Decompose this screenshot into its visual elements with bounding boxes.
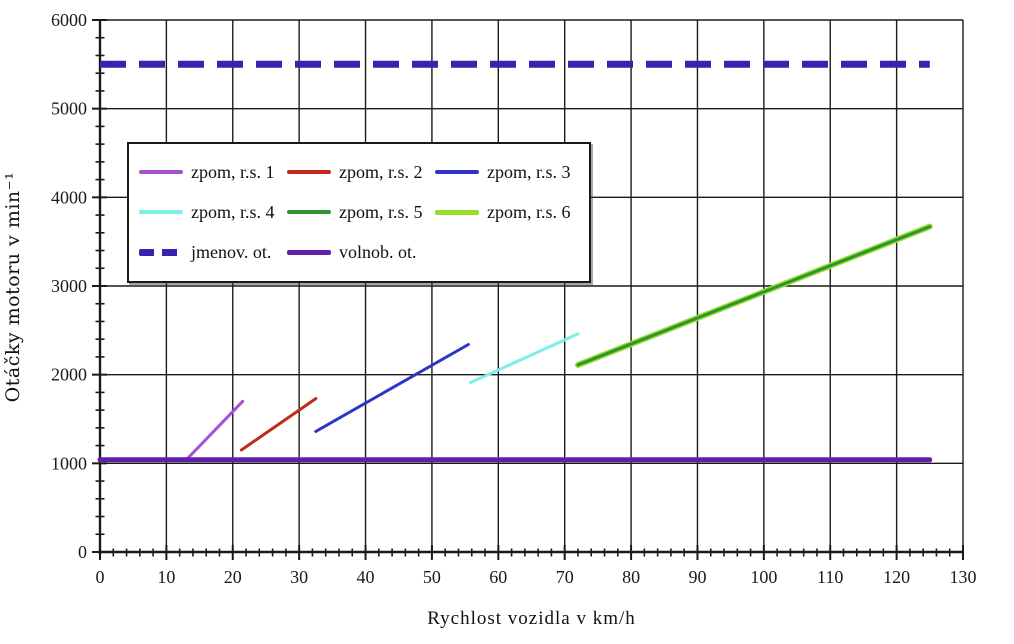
- x-axis-title: Rychlost vozidla v km/h: [427, 608, 636, 629]
- x-tick-label: 110: [817, 567, 843, 587]
- x-tick-label: 10: [157, 567, 175, 587]
- legend-item: zpom, r.s. 2: [287, 152, 435, 192]
- legend-label: jmenov. ot.: [191, 242, 272, 263]
- x-tick-label: 40: [357, 567, 375, 587]
- legend-swatch-line: [287, 210, 331, 215]
- legend-label: zpom, r.s. 6: [487, 201, 571, 222]
- y-tick-label: 5000: [51, 99, 87, 119]
- legend-swatch-line: [287, 170, 331, 175]
- y-tick-label: 2000: [51, 365, 87, 385]
- legend-swatch-line: [435, 170, 479, 175]
- y-axis-title: Otáčky motoru v min⁻¹: [2, 171, 24, 403]
- x-tick-label: 20: [224, 567, 242, 587]
- legend-item: zpom, r.s. 1: [139, 152, 287, 192]
- y-tick-label: 0: [78, 542, 87, 562]
- x-tick-label: 30: [290, 567, 308, 587]
- series-line: [239, 397, 318, 452]
- legend-label: zpom, r.s. 2: [339, 161, 423, 182]
- series-line: [468, 332, 580, 385]
- legend-swatch-line: [139, 170, 183, 175]
- x-tick-label: 130: [950, 567, 977, 587]
- x-tick-label: 50: [423, 567, 441, 587]
- series-line: [314, 343, 470, 433]
- x-tick-label: 100: [750, 567, 777, 587]
- x-tick-label: 90: [688, 567, 706, 587]
- legend-item: jmenov. ot.: [139, 233, 287, 273]
- legend-label: volnob. ot.: [339, 242, 417, 263]
- x-tick-label: 120: [883, 567, 910, 587]
- tick-labels: 0 10 20 30 40 50 60 70 80 90 100 110 120 130 0 1000 2000…: [51, 10, 977, 587]
- legend-item: zpom, r.s. 6: [435, 192, 583, 232]
- axis-ticks: [92, 19, 964, 560]
- legend-label: zpom, r.s. 1: [191, 161, 275, 182]
- legend-label: zpom, r.s. 3: [487, 161, 571, 182]
- legend-swatch-line: [139, 210, 183, 215]
- legend-label: zpom, r.s. 5: [339, 201, 423, 222]
- legend-item: zpom, r.s. 4: [139, 192, 287, 232]
- legend-swatch-line: [435, 209, 479, 215]
- x-tick-label: 70: [556, 567, 574, 587]
- y-tick-label: 4000: [51, 187, 87, 207]
- y-tick-label: 1000: [51, 453, 87, 473]
- legend: zpom, r.s. 1 zpom, r.s. 2 zpom, r.s. 3 zpom…: [127, 142, 591, 283]
- x-tick-label: 0: [96, 567, 105, 587]
- legend-swatch-line: [287, 250, 331, 256]
- legend-item: zpom, r.s. 3: [435, 152, 583, 192]
- gridlines: [99, 19, 964, 553]
- x-tick-label: 60: [489, 567, 507, 587]
- legend-swatch-dashed-line: [139, 249, 183, 257]
- series-group: [97, 60, 933, 463]
- series-line: [576, 225, 932, 367]
- x-tick-label: 80: [622, 567, 640, 587]
- legend-label: zpom, r.s. 4: [191, 201, 275, 222]
- legend-item: volnob. ot.: [287, 233, 435, 273]
- y-tick-label: 3000: [51, 276, 87, 296]
- legend-item: zpom, r.s. 5: [287, 192, 435, 232]
- axes: [98, 20, 963, 554]
- y-tick-label: 6000: [51, 10, 87, 30]
- series-line: [184, 399, 245, 462]
